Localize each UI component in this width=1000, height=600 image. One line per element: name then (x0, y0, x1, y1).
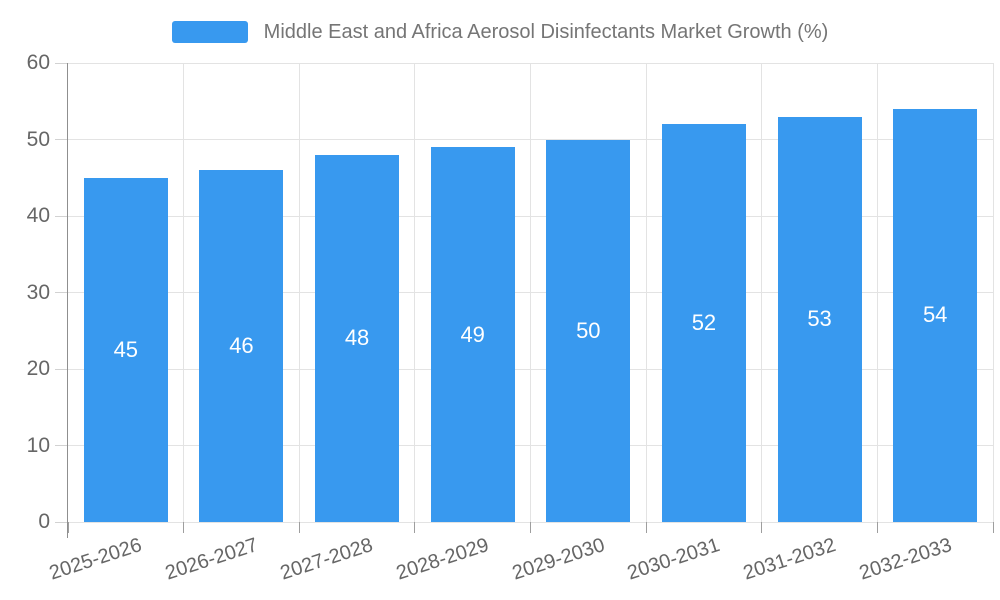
y-axis-label: 60 (26, 51, 50, 74)
x-axis-tick (530, 522, 531, 533)
x-axis-tick (67, 522, 69, 533)
y-axis-label: 30 (26, 280, 50, 304)
bar-2029-2030[interactable]: 50 (546, 139, 631, 522)
y-axis-label: 0 (38, 510, 50, 533)
y-axis-tick (55, 521, 68, 523)
x-axis-label: 2031-2032 (740, 534, 839, 585)
bar-value-label: 52 (691, 310, 717, 336)
x-axis-tick (414, 522, 416, 533)
x-axis-tick (761, 522, 763, 533)
x-axis-tick (298, 522, 300, 533)
y-axis-label: 20 (26, 357, 50, 380)
bar-value-label: 50 (576, 317, 601, 343)
bar-2026-2027[interactable]: 46 (199, 170, 284, 522)
x-axis-tick (876, 522, 878, 533)
x-axis-label: 2025-2026 (46, 534, 145, 585)
y-axis-tick (55, 368, 68, 370)
x-axis-tick (183, 522, 185, 533)
x-axis-label: 2029-2030 (509, 534, 608, 585)
y-axis-label: 50 (26, 127, 50, 151)
bar-2030-2031[interactable]: 52 (661, 124, 746, 522)
gridline-vertical (298, 63, 300, 522)
gridline-vertical (876, 63, 878, 522)
gridline-vertical (183, 63, 185, 522)
y-axis-tick (55, 62, 68, 64)
gridline-vertical (992, 63, 994, 522)
y-axis-label: 40 (26, 204, 50, 227)
bar-value-label: 46 (229, 333, 254, 359)
bar-2025-2026[interactable]: 45 (83, 177, 168, 522)
x-axis-label: 2026-2027 (162, 534, 261, 585)
plot-area: 0 10 20 30 40 50 60 45 46 48 49 50 52 53 54 2025-2026 20… (27, 52, 994, 584)
x-axis-label: 2028-2029 (393, 534, 492, 585)
bar-value-label: 53 (807, 306, 832, 332)
bar-value-label: 54 (922, 302, 948, 328)
y-axis-line (67, 63, 68, 538)
x-axis-label: 2032-2033 (856, 534, 954, 585)
gridline-vertical (645, 63, 647, 522)
x-axis-label: 2030-2031 (624, 534, 723, 585)
legend-swatch (171, 21, 248, 43)
bar-2032-2033[interactable]: 54 (893, 108, 978, 522)
x-axis-tick (992, 522, 994, 533)
gridline-vertical (530, 63, 531, 522)
y-axis-label: 10 (26, 433, 50, 457)
gridline-vertical (414, 63, 416, 522)
bar-value-label: 48 (344, 325, 370, 351)
x-axis-label: 2027-2028 (278, 534, 376, 585)
y-axis-tick (55, 139, 68, 140)
bar-2028-2029[interactable]: 49 (430, 147, 515, 522)
y-axis-tick (55, 445, 68, 446)
chart-title: Middle East and Africa Aerosol Disinfect… (263, 20, 829, 43)
y-axis-tick (55, 292, 68, 293)
legend[interactable]: Middle East and Africa Aerosol Disinfect… (0, 18, 1000, 46)
x-axis-tick (645, 522, 647, 533)
gridline-vertical (761, 63, 763, 522)
y-axis-tick (55, 215, 68, 217)
bar-2027-2028[interactable]: 48 (315, 154, 400, 522)
bar-value-label: 49 (460, 321, 485, 347)
bar-2031-2032[interactable]: 53 (777, 116, 862, 522)
bar-value-label: 45 (113, 336, 139, 362)
